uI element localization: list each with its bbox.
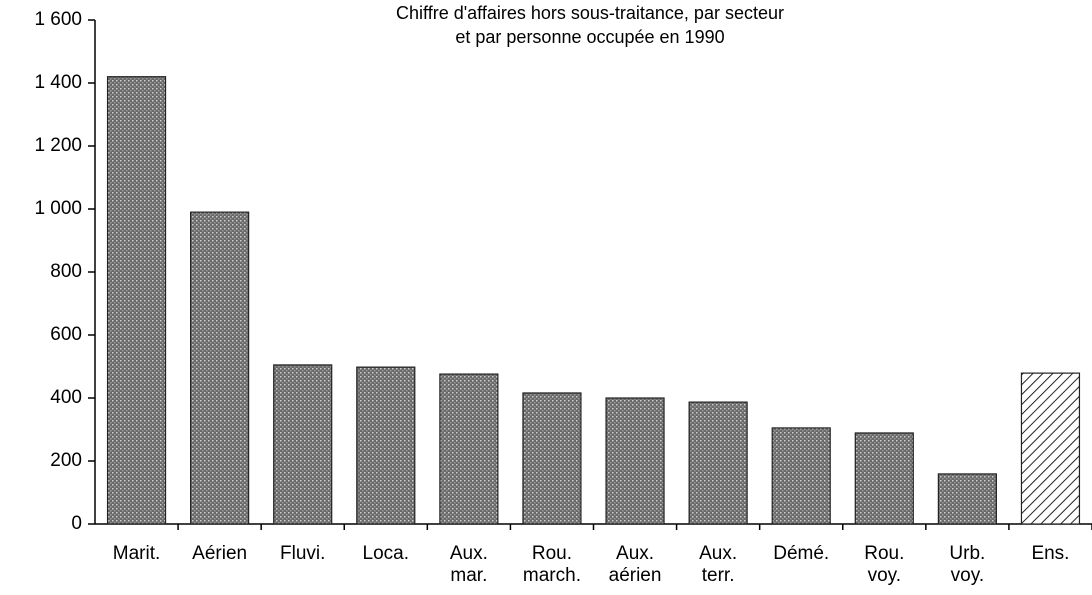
x-tick-label: Aux. aérien: [609, 543, 662, 586]
chart-title: Chiffre d'affaires hors sous-traitance, …: [396, 3, 784, 23]
x-tick-label: Ens.: [1031, 543, 1069, 564]
bar: [190, 211, 250, 525]
x-tick-label: Fluvi.: [280, 543, 325, 564]
x-tick-label: Marit.: [113, 543, 161, 564]
bar: [439, 373, 499, 525]
y-tick-label: 800: [50, 261, 82, 282]
bar: [771, 427, 831, 525]
y-tick-label: 400: [50, 387, 82, 408]
y-tick-label: 200: [50, 450, 82, 471]
x-tick-label: Aux. mar.: [450, 543, 488, 586]
bar: [273, 364, 333, 525]
chart-title: et par personne occupée en 1990: [455, 27, 724, 47]
bar: [854, 432, 914, 525]
x-tick-label: Aux. terr.: [699, 543, 737, 586]
bar: [937, 473, 997, 525]
y-tick-label: 1 000: [34, 198, 82, 219]
bar: [688, 401, 748, 525]
bar: [1020, 372, 1081, 525]
y-tick-label: 0: [71, 513, 82, 534]
bar: [106, 76, 167, 525]
x-tick-label: Aérien: [192, 543, 247, 564]
x-tick-label: Rou. voy.: [864, 543, 904, 586]
y-tick-label: 1 400: [34, 72, 82, 93]
bar: [522, 392, 582, 525]
x-tick-label: Loca.: [363, 543, 409, 564]
y-tick-label: 1 600: [34, 9, 82, 30]
y-tick-label: 1 200: [34, 135, 82, 156]
x-tick-label: Urb. voy.: [949, 543, 985, 586]
x-tick-label: Démé.: [773, 543, 829, 564]
bar: [605, 397, 665, 525]
bar: [356, 366, 416, 525]
y-tick-label: 600: [50, 324, 82, 345]
x-tick-label: Rou. march.: [523, 543, 581, 586]
